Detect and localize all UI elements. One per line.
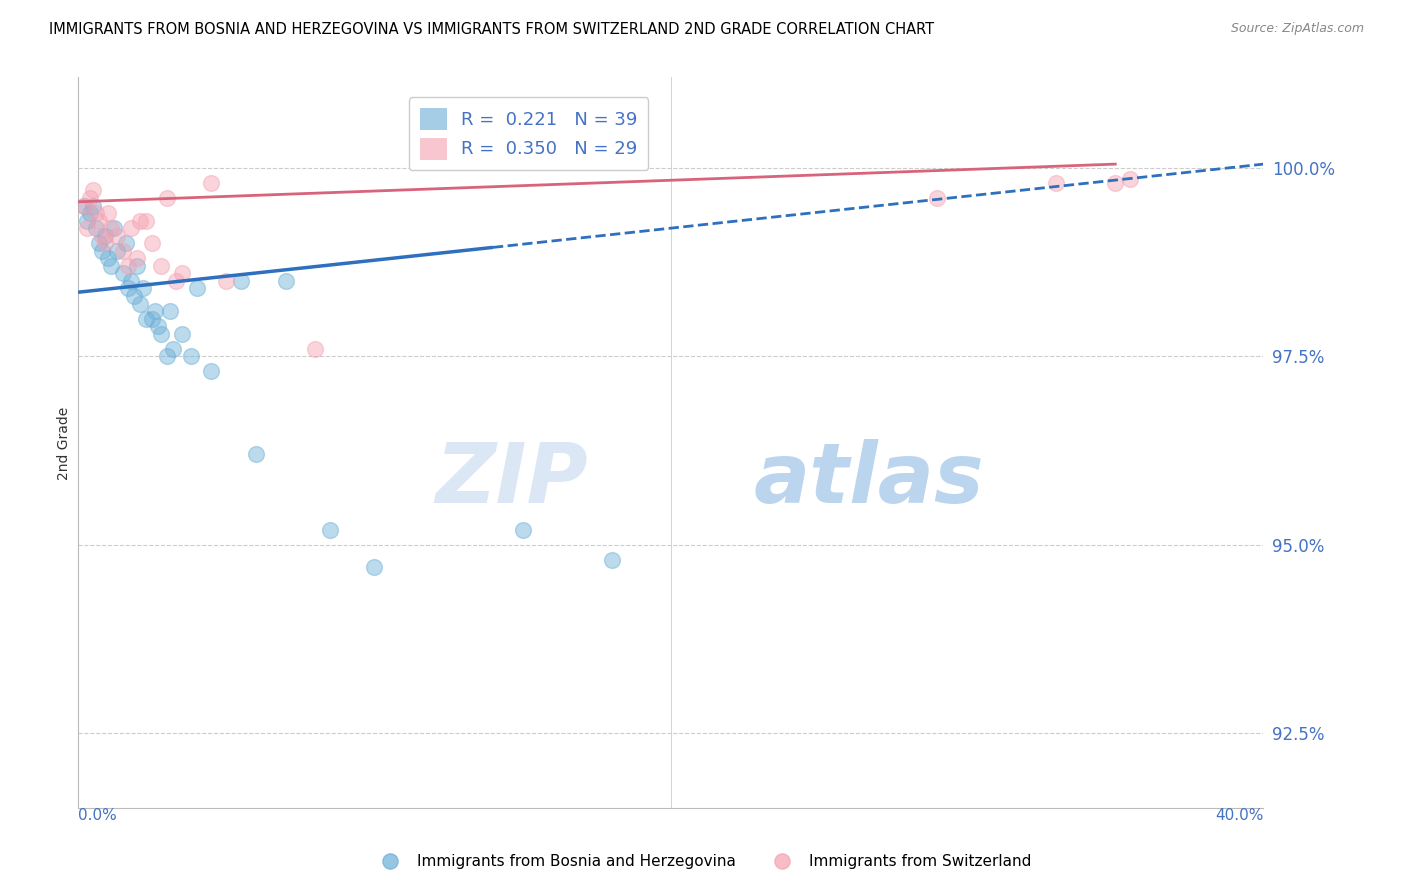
Point xyxy=(150,259,173,273)
Point xyxy=(84,206,107,220)
Point xyxy=(129,296,152,310)
Text: IMMIGRANTS FROM BOSNIA AND HERZEGOVINA VS IMMIGRANTS FROM SWITZERLAND 2ND GRADE : IMMIGRANTS FROM BOSNIA AND HERZEGOVINA V… xyxy=(49,22,935,37)
Point xyxy=(363,560,385,574)
Point xyxy=(105,244,128,258)
Point xyxy=(97,206,120,220)
Point xyxy=(141,236,163,251)
Point xyxy=(1119,172,1142,186)
Point xyxy=(73,198,96,212)
Point xyxy=(150,326,173,341)
Point xyxy=(100,259,122,273)
Point xyxy=(512,523,534,537)
Point xyxy=(100,221,122,235)
Point xyxy=(600,553,623,567)
Legend: Immigrants from Bosnia and Herzegovina, Immigrants from Switzerland: Immigrants from Bosnia and Herzegovina, … xyxy=(368,848,1038,875)
Point xyxy=(165,274,187,288)
Point xyxy=(79,191,101,205)
Point xyxy=(121,221,143,235)
Point xyxy=(141,311,163,326)
Point xyxy=(87,213,110,227)
Point xyxy=(200,364,222,378)
Point xyxy=(127,259,149,273)
Point xyxy=(186,281,208,295)
Point xyxy=(162,342,184,356)
Point xyxy=(245,447,267,461)
Point xyxy=(90,244,112,258)
Point xyxy=(156,349,179,363)
Point xyxy=(121,274,143,288)
Point xyxy=(156,191,179,205)
Point xyxy=(114,236,136,251)
Point xyxy=(274,274,297,288)
Point xyxy=(73,198,96,212)
Point xyxy=(84,221,107,235)
Text: 0.0%: 0.0% xyxy=(79,808,117,823)
Point xyxy=(200,176,222,190)
Point xyxy=(117,259,139,273)
Point xyxy=(103,221,125,235)
Point xyxy=(135,311,157,326)
Point xyxy=(87,236,110,251)
Text: atlas: atlas xyxy=(754,439,984,520)
Point xyxy=(111,244,134,258)
Legend: R =  0.221   N = 39, R =  0.350   N = 29: R = 0.221 N = 39, R = 0.350 N = 29 xyxy=(409,97,648,170)
Point xyxy=(76,213,98,227)
Point xyxy=(82,198,104,212)
Point xyxy=(127,252,149,266)
Point xyxy=(1045,176,1067,190)
Point xyxy=(90,228,112,243)
Text: ZIP: ZIP xyxy=(436,439,588,520)
Point xyxy=(180,349,202,363)
Point xyxy=(927,191,949,205)
Point xyxy=(146,319,169,334)
Point xyxy=(159,304,181,318)
Text: Source: ZipAtlas.com: Source: ZipAtlas.com xyxy=(1230,22,1364,36)
Point xyxy=(129,213,152,227)
Point xyxy=(117,281,139,295)
Point xyxy=(79,206,101,220)
Point xyxy=(170,326,193,341)
Point xyxy=(105,228,128,243)
Y-axis label: 2nd Grade: 2nd Grade xyxy=(58,407,72,480)
Point xyxy=(82,184,104,198)
Point xyxy=(97,252,120,266)
Point xyxy=(94,236,117,251)
Point xyxy=(1104,176,1126,190)
Point xyxy=(170,266,193,280)
Point xyxy=(143,304,166,318)
Point xyxy=(229,274,252,288)
Point xyxy=(76,221,98,235)
Point xyxy=(304,342,326,356)
Point xyxy=(215,274,238,288)
Point xyxy=(94,228,117,243)
Point xyxy=(124,289,146,303)
Text: 40.0%: 40.0% xyxy=(1215,808,1264,823)
Point xyxy=(132,281,155,295)
Point xyxy=(111,266,134,280)
Point xyxy=(319,523,342,537)
Point xyxy=(135,213,157,227)
